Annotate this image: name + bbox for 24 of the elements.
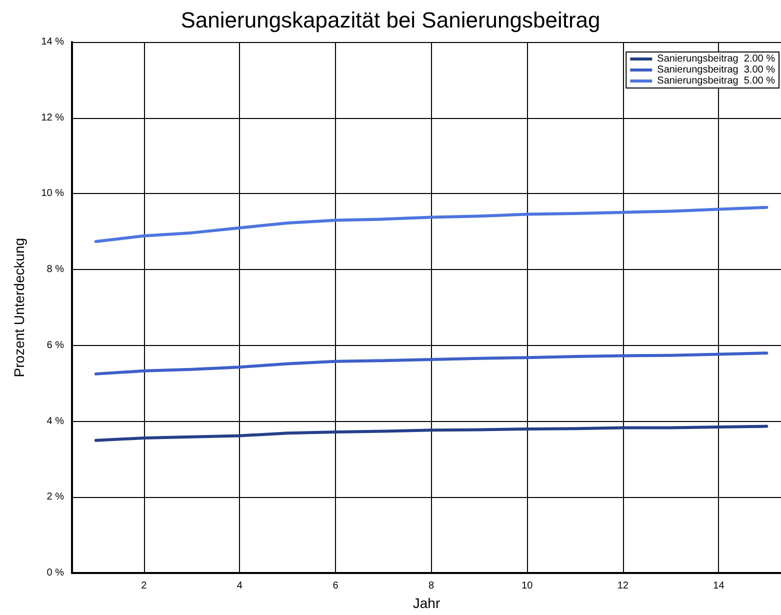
y-tick-label: 4 % xyxy=(46,416,64,427)
chart-title: Sanierungskapazität bei Sanierungsbeitrag xyxy=(180,8,600,32)
x-tick-label: 4 xyxy=(236,580,243,592)
legend-label: Sanierungsbeitrag 2.00 % xyxy=(657,54,776,64)
x-tick-label: 8 xyxy=(428,580,435,592)
x-tick-label: 6 xyxy=(332,580,339,592)
y-tick-label: 8 % xyxy=(46,264,64,276)
y-tick-label: 10 % xyxy=(41,188,64,200)
line-series xyxy=(94,206,768,244)
x-tick-label: 2 xyxy=(141,580,148,592)
y-axis-title: Prozent Unterdeckung xyxy=(11,238,27,378)
y-tick-label: 2 % xyxy=(46,492,64,503)
x-axis-title: Jahr xyxy=(412,595,440,611)
x-tick-label: 10 xyxy=(522,580,534,592)
x-tick-label: 12 xyxy=(617,580,629,592)
y-tick-label: 0 % xyxy=(46,568,64,579)
line-series xyxy=(94,424,768,442)
x-tick-label: 14 xyxy=(713,580,725,592)
line-series xyxy=(94,352,768,376)
legend-label: Sanierungsbeitrag 5.00 % xyxy=(657,76,776,86)
y-tick-label: 6 % xyxy=(46,340,64,351)
legend-label: Sanierungsbeitrag 3.00 % xyxy=(657,64,776,76)
y-tick-label: 12 % xyxy=(41,112,64,124)
y-tick-label: 14 % xyxy=(41,36,64,48)
